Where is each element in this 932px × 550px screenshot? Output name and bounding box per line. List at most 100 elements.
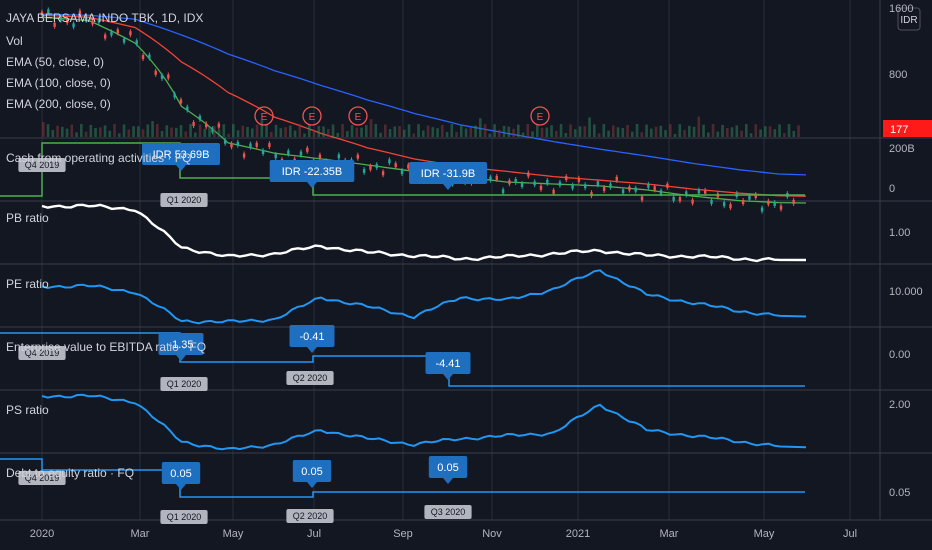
- price-tick-800: 800: [889, 69, 907, 81]
- candle-2: [53, 22, 56, 27]
- volume-bar-23: [151, 121, 154, 137]
- ps-tick: 2.00: [889, 399, 910, 411]
- ev-tag-q4-2019: Q4 2019: [25, 348, 60, 358]
- volume-bar-31: [189, 124, 192, 137]
- volume-bar-41: [236, 130, 240, 137]
- volume-bar-25: [160, 130, 164, 137]
- ev-callout-q3: -4.41: [435, 358, 460, 370]
- volume-bar-107: [550, 125, 553, 137]
- volume-bar-69: [369, 119, 373, 137]
- candle-14: [129, 31, 132, 36]
- volume-bar-27: [170, 127, 173, 137]
- volume-bar-39: [227, 133, 230, 137]
- candle-31: [236, 141, 240, 146]
- x-tick-jul-2021: Jul: [843, 528, 857, 540]
- volume-bar-115: [588, 117, 591, 137]
- last-price-tag: [883, 120, 932, 137]
- volume-bar-65: [350, 125, 354, 137]
- volume-bar-128: [650, 128, 653, 137]
- candle-103: [691, 199, 694, 204]
- pb-ratio-line: [41, 203, 807, 263]
- debt-callout-q1-pointer: [176, 484, 186, 490]
- ev-callout-q1-pointer: [176, 355, 186, 361]
- volume-bar-123: [626, 124, 629, 137]
- volume-bar-52: [289, 125, 292, 137]
- candle-13: [122, 38, 126, 43]
- candle-105: [704, 189, 707, 194]
- candle-21: [173, 93, 176, 98]
- volume-bar-72: [384, 124, 387, 137]
- volume-bar-33: [198, 124, 202, 137]
- candle-32: [242, 153, 246, 158]
- candle-25: [198, 115, 202, 120]
- volume-bar-100: [517, 124, 520, 137]
- candle-17: [148, 54, 151, 59]
- candle-0: [40, 11, 44, 16]
- debt-callout-q3-pointer: [443, 478, 453, 484]
- candle-58: [407, 164, 410, 169]
- volume-bar-0: [42, 122, 45, 137]
- earnings-label-3: E: [537, 112, 544, 123]
- x-tick-may-2021: May: [754, 528, 775, 540]
- volume-bar-29: [179, 125, 183, 137]
- volume-bar-117: [597, 133, 601, 137]
- volume-bar-127: [645, 124, 648, 137]
- volume-bar-118: [602, 124, 606, 137]
- volume-bar-47: [265, 124, 268, 137]
- volume-bar-51: [284, 127, 287, 137]
- candle-57: [400, 170, 404, 175]
- volume-bar-159: [797, 125, 800, 137]
- volume-bar-35: [208, 126, 211, 137]
- debt-tag-q4-2019-bg: [18, 471, 66, 485]
- candle-42: [306, 147, 309, 152]
- ev-callout-q2: -0.41: [299, 331, 324, 343]
- currency-button[interactable]: [897, 7, 921, 31]
- x-tick-sep: Sep: [393, 528, 413, 540]
- volume-bar-119: [607, 130, 610, 137]
- volume-bar-6: [70, 124, 74, 137]
- volume-bar-132: [669, 124, 672, 137]
- candle-33: [249, 143, 252, 148]
- volume-bar-137: [692, 126, 696, 137]
- volume-bar-73: [388, 129, 392, 137]
- last-price-value: 177: [890, 124, 908, 136]
- volume-bar-95: [493, 124, 496, 137]
- volume-bar-8: [80, 124, 83, 137]
- volume-bar-153: [768, 126, 772, 137]
- volume-bar-55: [303, 133, 306, 137]
- volume-bar-145: [730, 127, 734, 137]
- volume-bar-113: [578, 126, 582, 137]
- volume-bar-45: [255, 124, 259, 137]
- candle-88: [596, 181, 600, 186]
- volume-bar-140: [707, 132, 710, 137]
- candle-27: [211, 128, 214, 133]
- grid-lines: [0, 0, 932, 521]
- candle-113: [754, 193, 757, 198]
- candle-7: [85, 16, 88, 21]
- volume-bar-103: [531, 131, 534, 137]
- volume-bar-58: [317, 126, 321, 137]
- ev-callout-q2-pointer: [307, 347, 317, 353]
- volume-bar-2: [51, 130, 55, 137]
- candle-78: [533, 181, 536, 186]
- volume-bar-84: [441, 124, 444, 137]
- volume-bar-155: [778, 124, 781, 137]
- ev-callout-q3-bg: [425, 352, 471, 374]
- candle-20: [167, 74, 170, 79]
- volume-bar-116: [593, 124, 596, 137]
- ema200-legend: EMA (200, close, 0): [6, 97, 111, 111]
- volume-bar-105: [540, 127, 544, 137]
- candle-10: [103, 34, 107, 39]
- candle-56: [394, 163, 397, 168]
- volume-bar-64: [346, 131, 349, 137]
- candle-51: [362, 168, 366, 173]
- volume-bar-22: [146, 124, 150, 137]
- volume-bar-141: [711, 124, 715, 137]
- volume-bar-54: [298, 124, 302, 137]
- currency-label: IDR: [900, 15, 917, 26]
- earnings-label-0: E: [261, 112, 268, 123]
- volume-bar-82: [431, 127, 435, 137]
- ps-ratio-line: [41, 393, 807, 451]
- ev-tag-q2-2020: Q2 2020: [293, 373, 328, 383]
- candle-18: [154, 70, 157, 75]
